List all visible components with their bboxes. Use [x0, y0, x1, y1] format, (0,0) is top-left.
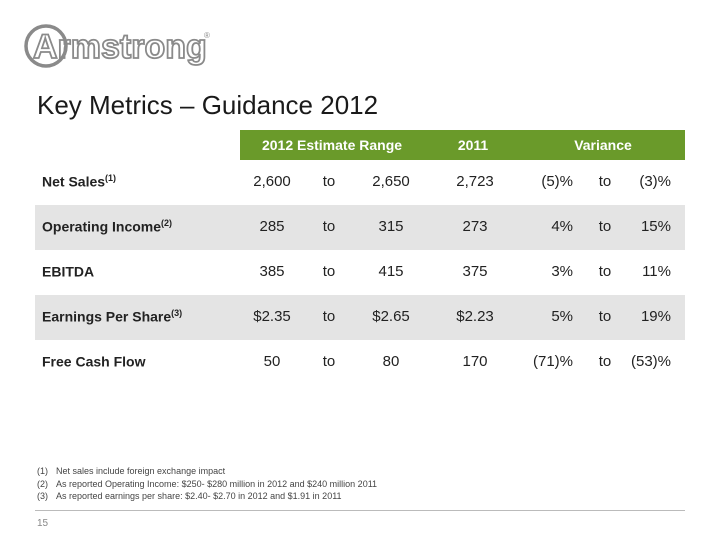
footnote: (1) Net sales include foreign exchange im…: [37, 466, 226, 476]
variance-low: (71)%: [532, 353, 573, 370]
to-label: to: [598, 263, 612, 280]
footnote: (3) As reported earnings per share: $2.40…: [37, 491, 342, 501]
row-label: Free Cash Flow: [42, 353, 146, 370]
armstrong-logo-graphic: Armstrong ®: [24, 24, 210, 68]
variance-high: (53)%: [630, 353, 671, 370]
table-row: Free Cash Flow 50 to 80 170 (71)% to (53…: [35, 340, 685, 385]
row-label: Operating Income(2): [42, 218, 173, 235]
header-estimate-range: 2012 Estimate Range: [261, 137, 403, 153]
row-label: EBITDA: [42, 263, 95, 280]
table-header: 2012 Estimate Range 2011 Variance: [35, 130, 685, 160]
variance-high: 11%: [642, 263, 671, 280]
estimate-low: 285: [259, 218, 285, 235]
value-2011: 375: [462, 263, 488, 280]
to-label: to: [322, 308, 336, 325]
variance-low: 3%: [551, 263, 573, 280]
estimate-high: 415: [378, 263, 404, 280]
row-label: Net Sales(1): [42, 173, 117, 190]
estimate-low: 50: [263, 353, 281, 370]
to-label: to: [598, 218, 612, 235]
estimate-low: $2.35: [253, 308, 291, 325]
estimate-high: 315: [378, 218, 404, 235]
logo-wordmark: Armstrong: [33, 28, 207, 66]
value-2011: 170: [462, 353, 488, 370]
table-row: Operating Income(2) 285 to 315 273 4% to…: [35, 205, 685, 250]
footnote: (2) As reported Operating Income: $250- $…: [37, 478, 378, 489]
to-label: to: [598, 353, 612, 370]
page-number: 15: [37, 518, 49, 529]
estimate-high: 80: [382, 353, 400, 370]
slide-title: Key Metrics – Guidance 2012: [37, 90, 379, 120]
to-label: to: [322, 353, 336, 370]
variance-low: 5%: [551, 308, 573, 325]
svg-text:®: ®: [204, 31, 210, 40]
to-label: to: [322, 218, 336, 235]
value-2011: 2,723: [456, 173, 494, 190]
table-row: EBITDA 385 to 415 375 3% to 11%: [35, 250, 685, 295]
estimate-high: $2.65: [372, 308, 410, 325]
variance-high: 15%: [640, 218, 671, 235]
row-label: Earnings Per Share(3): [42, 308, 183, 325]
estimate-high: 2,650: [372, 173, 410, 190]
estimate-low: 385: [259, 263, 285, 280]
header-variance: Variance: [574, 137, 632, 153]
header-bar: [240, 130, 685, 160]
table-row: Earnings Per Share(3) $2.35 to $2.65 $2.…: [35, 295, 685, 340]
value-2011: $2.23: [456, 308, 494, 325]
header-2011: 2011: [457, 137, 489, 153]
armstrong-logo: Armstrong ®: [24, 22, 224, 72]
variance-low: 4%: [551, 218, 573, 235]
variance-high: (3)%: [639, 173, 671, 190]
to-label: to: [322, 263, 336, 280]
variance-low: (5)%: [541, 173, 573, 190]
footnotes: (1) Net sales include foreign exchange im…: [37, 465, 377, 503]
value-2011: 273: [462, 218, 488, 235]
table-row: Net Sales(1) 2,600 to 2,650 2,723 (5)% t…: [35, 160, 685, 205]
footer-divider: [35, 510, 685, 511]
variance-high: 19%: [640, 308, 671, 325]
to-label: to: [598, 173, 612, 190]
guidance-table: 2012 Estimate Range 2011 Variance Net Sa…: [35, 130, 685, 385]
estimate-low: 2,600: [253, 173, 291, 190]
to-label: to: [598, 308, 612, 325]
to-label: to: [322, 173, 336, 190]
